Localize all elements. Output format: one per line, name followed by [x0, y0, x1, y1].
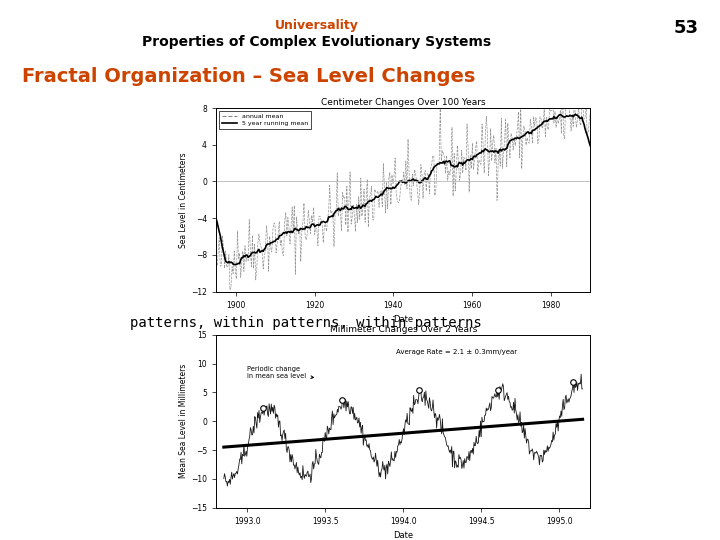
Text: Periodic change
in mean sea level: Periodic change in mean sea level [247, 367, 314, 380]
X-axis label: Date: Date [393, 315, 413, 324]
Text: Average Rate = 2.1 ± 0.3mm/year: Average Rate = 2.1 ± 0.3mm/year [396, 349, 517, 355]
Text: 53: 53 [673, 19, 698, 37]
Title: Millimeter Changes Over 2 Years: Millimeter Changes Over 2 Years [330, 325, 477, 334]
Legend: annual mean, 5 year running mean: annual mean, 5 year running mean [219, 111, 311, 129]
Text: Fractal Organization – Sea Level Changes: Fractal Organization – Sea Level Changes [22, 68, 475, 86]
Title: Centimeter Changes Over 100 Years: Centimeter Changes Over 100 Years [321, 98, 485, 107]
Y-axis label: Mean Sea Level in Millimeters: Mean Sea Level in Millimeters [179, 364, 188, 478]
Text: Properties of Complex Evolutionary Systems: Properties of Complex Evolutionary Syste… [143, 35, 491, 49]
Text: Universality: Universality [275, 19, 359, 32]
Y-axis label: Sea Level in Centimeters: Sea Level in Centimeters [179, 152, 189, 248]
Text: patterns, within patterns, within patterns: patterns, within patterns, within patter… [130, 316, 482, 330]
X-axis label: Date: Date [393, 531, 413, 540]
